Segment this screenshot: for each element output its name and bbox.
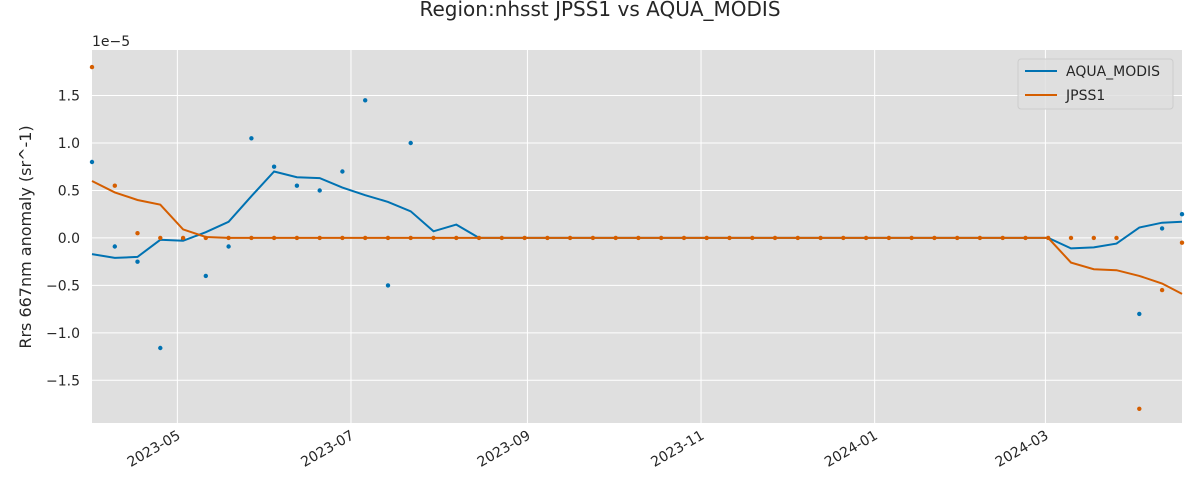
data-point-jpss1 <box>499 235 504 241</box>
data-point-jpss1 <box>1023 235 1028 241</box>
data-point-aqua-modis <box>249 136 254 141</box>
y-axis-label: Rrs 667nm anomaly (sr^-1) <box>16 125 35 348</box>
data-point-jpss1 <box>863 235 869 241</box>
x-tick-labels: 2023-05 2023-07 2023-09 2023-11 2024-01 2024-… <box>125 428 1052 471</box>
data-point-jpss1 <box>1159 287 1165 293</box>
data-point-jpss1 <box>226 235 231 241</box>
data-point-jpss1 <box>454 235 459 241</box>
data-point-aqua-modis <box>408 140 413 146</box>
data-point-aqua-modis <box>226 244 231 249</box>
data-point-aqua-modis <box>112 244 118 249</box>
data-point-aqua-modis <box>158 345 163 351</box>
data-point-jpss1 <box>681 235 687 241</box>
data-point-jpss1 <box>135 231 140 236</box>
data-point-aqua-modis <box>317 188 322 193</box>
data-point-jpss1 <box>294 235 300 241</box>
data-point-aqua-modis <box>1179 212 1185 217</box>
y-tick-label: 1.5 <box>58 89 80 105</box>
legend-label-jpss1: JPSS1 <box>1065 88 1105 104</box>
chart-title: Region:nhsst JPSS1 vs AQUA_MODIS <box>419 0 780 21</box>
data-point-jpss1 <box>1091 235 1097 241</box>
data-point-jpss1 <box>704 235 709 241</box>
data-point-jpss1 <box>545 235 550 241</box>
data-point-aqua-modis <box>1137 311 1142 317</box>
y-tick-labels: −1.5 −1.0 −0.5 0.0 0.5 1.0 1.5 <box>46 89 80 390</box>
data-point-jpss1 <box>340 235 345 241</box>
y-tick-label: 0.0 <box>58 231 80 247</box>
x-tick-label: 2023-11 <box>648 428 707 471</box>
data-point-jpss1 <box>476 235 482 241</box>
data-point-jpss1 <box>932 235 937 241</box>
data-point-jpss1 <box>1046 235 1051 241</box>
y-offset-label: 1e−5 <box>92 34 130 50</box>
data-point-jpss1 <box>522 235 527 241</box>
y-tick-label: 0.5 <box>58 183 80 199</box>
data-point-jpss1 <box>750 235 755 241</box>
data-point-jpss1 <box>1114 235 1119 241</box>
data-point-aqua-modis <box>294 183 300 188</box>
data-point-jpss1 <box>385 235 391 241</box>
data-point-aqua-modis <box>89 159 95 165</box>
y-tick-label: −1.0 <box>46 326 80 342</box>
data-point-jpss1 <box>567 235 573 241</box>
legend: AQUA_MODIS JPSS1 <box>1017 58 1174 110</box>
data-point-jpss1 <box>886 235 892 241</box>
data-point-jpss1 <box>158 235 163 241</box>
y-tick-label: −0.5 <box>46 278 80 294</box>
legend-label-aqua-modis: AQUA_MODIS <box>1066 64 1160 80</box>
y-tick-label: 1.0 <box>58 136 80 152</box>
data-point-jpss1 <box>180 235 186 241</box>
data-point-jpss1 <box>772 235 778 241</box>
data-point-jpss1 <box>613 235 618 241</box>
data-point-aqua-modis <box>1159 226 1165 231</box>
data-point-jpss1 <box>1000 235 1005 241</box>
x-tick-label: 2023-05 <box>125 428 184 471</box>
data-point-aqua-modis <box>271 164 277 169</box>
data-point-jpss1 <box>659 235 664 241</box>
data-point-jpss1 <box>408 235 413 241</box>
data-point-jpss1 <box>1179 240 1185 245</box>
data-point-jpss1 <box>112 183 118 188</box>
data-point-jpss1 <box>818 235 823 241</box>
data-point-jpss1 <box>1068 235 1074 241</box>
data-point-jpss1 <box>977 235 983 241</box>
data-point-jpss1 <box>363 235 368 241</box>
data-point-jpss1 <box>431 235 436 241</box>
data-point-jpss1 <box>271 235 277 241</box>
x-tick-label: 2024-03 <box>993 428 1052 471</box>
data-point-jpss1 <box>249 235 254 241</box>
data-point-jpss1 <box>727 235 732 241</box>
x-tick-label: 2024-01 <box>822 428 881 471</box>
data-point-jpss1 <box>636 235 641 241</box>
data-point-aqua-modis <box>340 169 345 174</box>
data-point-aqua-modis <box>385 283 391 288</box>
data-point-jpss1 <box>590 235 596 241</box>
x-tick-label: 2023-09 <box>475 428 534 471</box>
data-point-jpss1 <box>317 235 322 241</box>
series-points <box>89 64 1185 411</box>
data-point-jpss1 <box>795 235 800 241</box>
data-point-jpss1 <box>89 64 95 70</box>
y-tick-label: −1.5 <box>46 373 80 389</box>
data-point-aqua-modis <box>363 98 368 103</box>
x-tick-label: 2023-07 <box>298 428 357 471</box>
data-point-aqua-modis <box>135 259 140 264</box>
data-point-jpss1 <box>841 235 846 241</box>
data-point-jpss1 <box>1137 406 1142 411</box>
data-point-jpss1 <box>909 235 914 241</box>
data-point-aqua-modis <box>203 273 208 279</box>
data-point-jpss1 <box>955 235 960 241</box>
data-point-jpss1 <box>203 235 208 241</box>
